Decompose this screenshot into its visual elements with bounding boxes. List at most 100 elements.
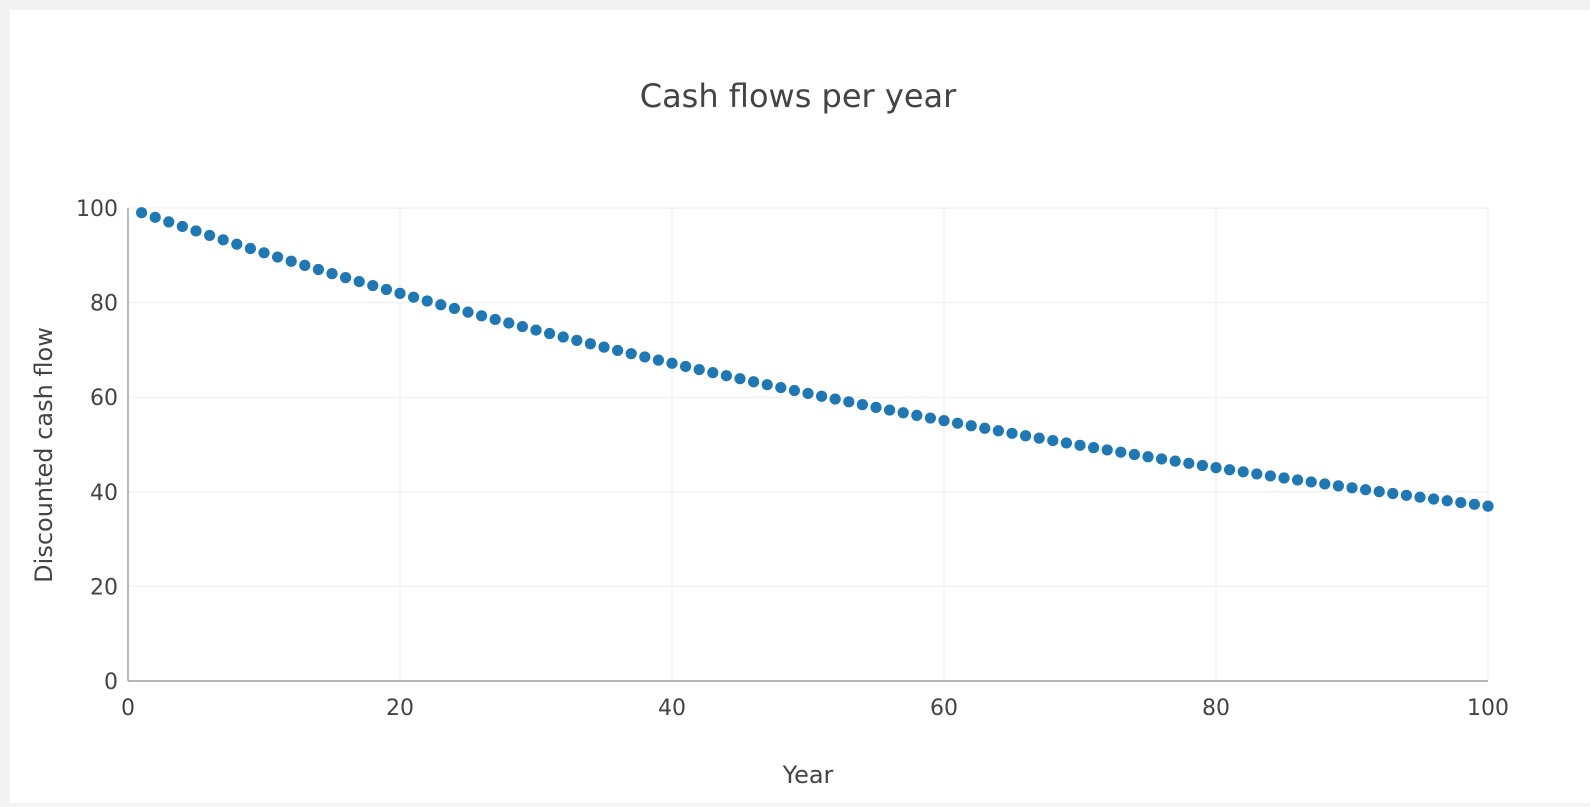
data-point [680,360,692,373]
data-point [870,401,882,413]
data-point [897,407,909,419]
data-point [217,234,229,246]
data-point [557,331,569,343]
data-point [1183,457,1195,469]
data-point [816,390,828,402]
data-point [231,238,243,250]
data-point [340,272,352,284]
data-point [1237,466,1249,478]
data-point [843,396,855,408]
data-point [734,373,746,385]
data-point [1101,444,1113,456]
data-point [884,404,896,416]
y-tick-label: 100 [76,197,118,222]
data-point [421,295,433,307]
y-tick-label: 40 [90,481,118,506]
data-point [503,317,515,329]
x-tick-label: 60 [930,696,958,721]
data-point [748,376,760,388]
data-point [1278,472,1290,484]
data-point [1332,480,1344,492]
data-point [1020,430,1032,442]
data-point [1482,500,1494,512]
data-point [1292,474,1304,486]
data-point [353,275,365,288]
data-point [829,393,841,405]
x-tick-label: 40 [658,696,686,721]
data-point [516,320,528,333]
data-point [571,334,583,346]
data-point [448,302,460,315]
data-point [856,399,869,411]
data-point [1400,489,1412,501]
data-point [435,299,447,311]
data-point [652,354,665,366]
data-point [1169,455,1181,467]
data-point [149,211,161,223]
data-point [639,351,651,363]
y-tick-label: 20 [90,575,118,600]
data-point [285,255,297,267]
data-point [1128,448,1140,461]
data-point [1305,476,1317,488]
data-point [720,370,733,382]
data-point [244,242,256,255]
data-point [1373,486,1385,498]
data-point [462,306,474,318]
data-point [1468,498,1480,510]
data-point [204,229,216,242]
data-point [1264,470,1276,482]
data-point [938,415,950,427]
data-point [612,344,624,357]
data-point [707,367,719,379]
data-point [1142,451,1154,463]
data-point [666,357,678,369]
data-point [1224,464,1236,476]
chart-panel: 0 20 40 60 80 100 0 20 40 60 80 100 Cash flows per… [10,10,1590,803]
x-tick-labels: 0 20 40 60 80 100 [121,696,1509,721]
data-point [136,207,148,219]
y-axis-title: Discounted cash flow [30,327,58,583]
data-point [190,225,202,237]
data-point [176,220,188,233]
data-point [1455,496,1467,509]
y-tick-label: 60 [90,386,118,411]
data-point [965,420,977,432]
data-point [326,268,338,280]
data-point [1414,491,1426,503]
data-point [788,384,801,397]
grid-lines [128,207,1489,681]
data-point [1196,459,1208,472]
data-point [924,412,937,424]
y-tick-labels: 0 20 40 60 80 100 [76,197,118,695]
x-tick-label: 0 [121,696,135,721]
data-point [1441,495,1453,507]
x-tick-label: 100 [1467,696,1509,721]
data-point [299,259,311,271]
data-point [1319,478,1331,490]
data-point [544,327,556,340]
data-point [1210,462,1222,474]
data-point [1251,468,1263,480]
data-point [1033,432,1045,444]
x-axis-title: Year [782,761,834,789]
data-point [625,348,637,360]
data-point [992,425,1005,437]
data-point [911,409,923,422]
data-point [489,313,501,326]
data-point [979,422,991,434]
data-point [598,341,610,353]
x-tick-label: 20 [386,696,414,721]
data-point [761,379,773,391]
data-point [258,247,270,259]
y-tick-label: 80 [90,292,118,317]
data-point [530,324,542,336]
data-point [775,381,787,394]
data-point [272,251,284,263]
data-point [380,283,392,296]
data-point [163,216,175,228]
data-point [1156,453,1168,465]
y-tick-label: 0 [104,670,118,695]
data-point [584,338,597,350]
scatter-chart: 0 20 40 60 80 100 0 20 40 60 80 100 Cash flows per… [30,77,1509,789]
